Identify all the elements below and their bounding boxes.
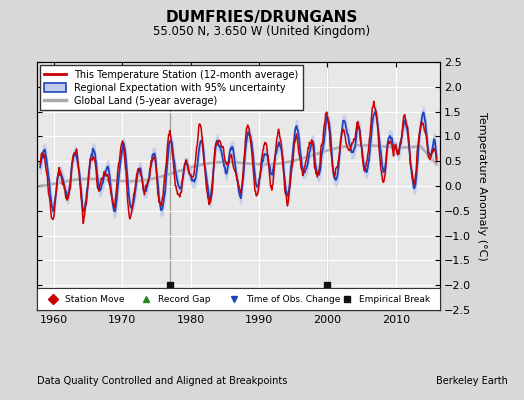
Text: 55.050 N, 3.650 W (United Kingdom): 55.050 N, 3.650 W (United Kingdom): [154, 25, 370, 38]
Text: Data Quality Controlled and Aligned at Breakpoints: Data Quality Controlled and Aligned at B…: [37, 376, 287, 386]
Text: Record Gap: Record Gap: [158, 294, 210, 304]
Text: Time of Obs. Change: Time of Obs. Change: [246, 294, 341, 304]
Text: DUMFRIES/DRUNGANS: DUMFRIES/DRUNGANS: [166, 10, 358, 25]
Text: Station Move: Station Move: [65, 294, 124, 304]
Legend: This Temperature Station (12-month average), Regional Expectation with 95% uncer: This Temperature Station (12-month avera…: [40, 65, 303, 110]
Y-axis label: Temperature Anomaly (°C): Temperature Anomaly (°C): [477, 112, 487, 260]
Text: Empirical Break: Empirical Break: [359, 294, 431, 304]
Text: Berkeley Earth: Berkeley Earth: [436, 376, 508, 386]
